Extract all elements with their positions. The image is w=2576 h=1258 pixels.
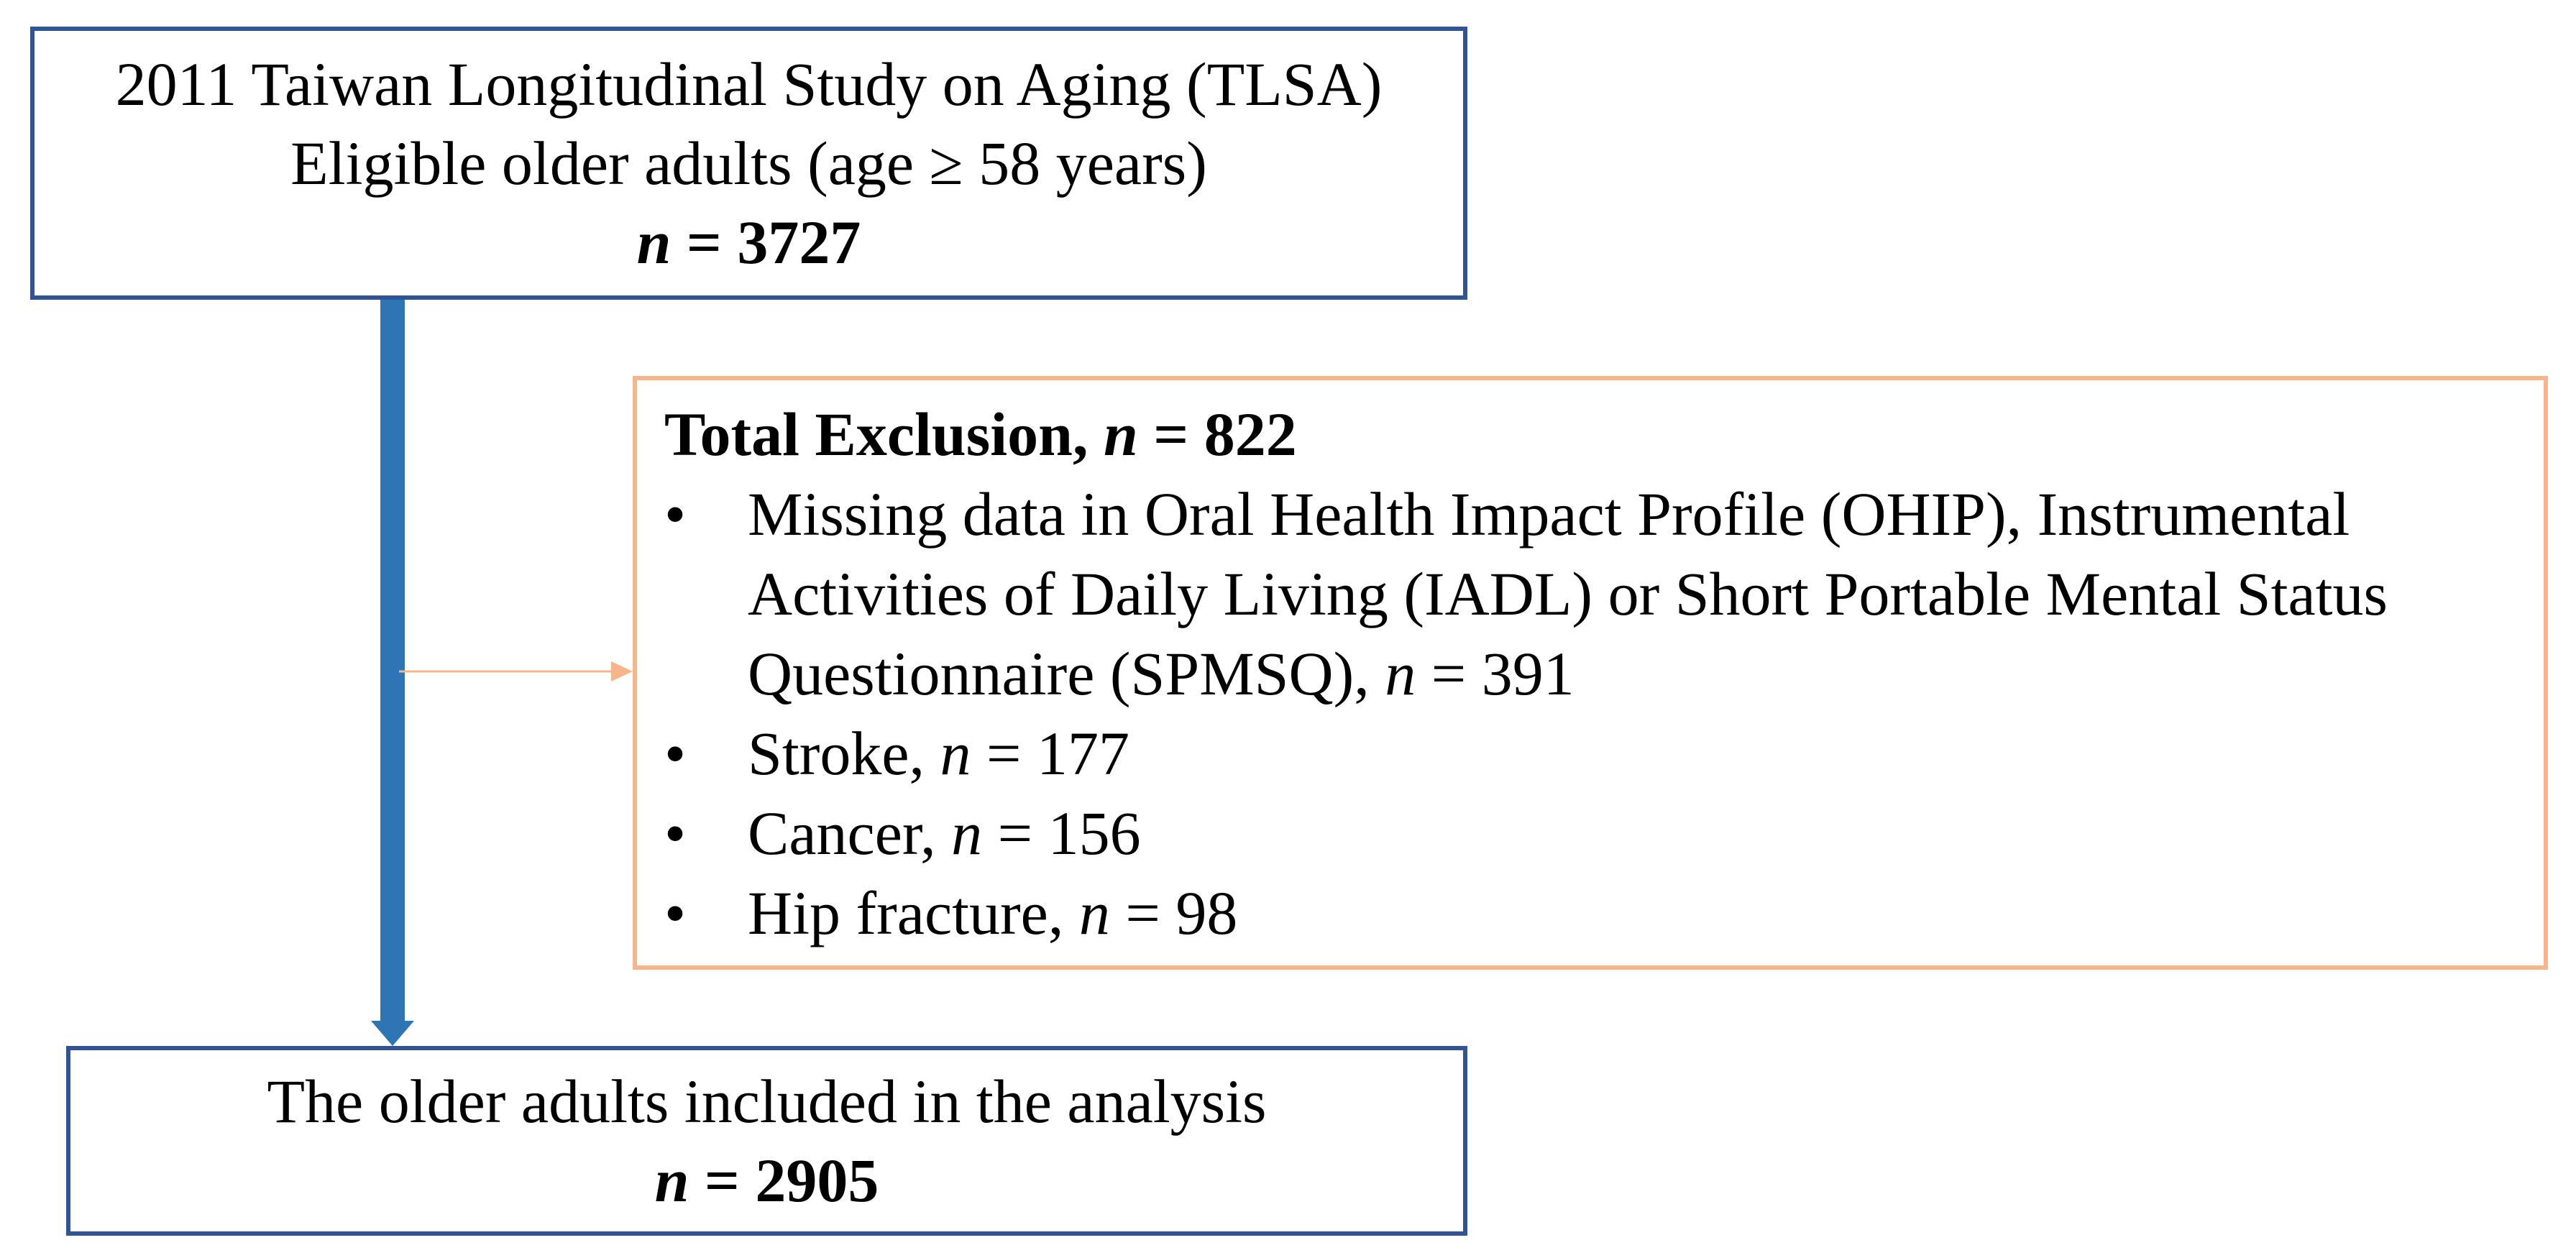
eligible-n-label: n [636, 208, 671, 277]
cancer-text: Cancer, [748, 799, 952, 868]
missing-data-line-3-text: Questionnaire (SPMSQ), [748, 639, 1385, 708]
exclusion-item-cancer: • Cancer, n = 156 [664, 794, 2522, 873]
analysis-count: n = 2905 [655, 1141, 879, 1220]
bullet-icon: • [664, 799, 687, 868]
stroke-n-label: n [940, 719, 971, 788]
eligibility-criteria: Eligible older adults (age ≥ 58 years) [290, 129, 1207, 198]
missing-data-n-label: n [1385, 639, 1416, 708]
exclusion-item-missing-data: • Missing data in Oral Health Impact Pro… [664, 474, 2522, 714]
bullet-icon: • [664, 719, 687, 788]
missing-data-line-1: Missing data in Oral Health Impact Profi… [748, 479, 2350, 548]
hip-fracture-text: Hip fracture, [748, 878, 1079, 947]
bullet-icon: • [664, 878, 687, 947]
eligible-population-box: 2011 Taiwan Longitudinal Study on Aging … [30, 27, 1467, 300]
analysis-sample-label: The older adults included in the analysi… [267, 1067, 1267, 1136]
study-title: 2011 Taiwan Longitudinal Study on Aging … [115, 50, 1383, 119]
exclusion-n-value: = 822 [1137, 400, 1297, 469]
hip-fracture-n-value: = 98 [1109, 878, 1238, 947]
missing-data-n-value: = 391 [1416, 639, 1575, 708]
stroke-text: Stroke, [748, 719, 940, 788]
analysis-n-label: n [654, 1146, 689, 1215]
eligible-count: n = 3727 [637, 203, 861, 282]
missing-data-line-3: Questionnaire (SPMSQ), n = 391 [748, 634, 2522, 714]
exclusion-title-text: Total Exclusion, [664, 400, 1104, 469]
analysis-n-value: = 2905 [689, 1146, 879, 1215]
cancer-n-value: = 156 [982, 799, 1141, 868]
exclusion-title: Total Exclusion, n = 822 [664, 395, 2522, 474]
stroke-n-value: = 177 [971, 719, 1130, 788]
main-flow-arrowhead [371, 1021, 414, 1046]
exclusion-reasons-list: • Missing data in Oral Health Impact Pro… [664, 474, 2522, 953]
exclusion-n-label: n [1103, 400, 1138, 469]
eligible-n-value: = 3727 [671, 208, 861, 277]
exclusion-item-hip-fracture: • Hip fracture, n = 98 [664, 873, 2522, 953]
exclusion-box: Total Exclusion, n = 822 • Missing data … [633, 376, 2548, 970]
exclusion-item-stroke: • Stroke, n = 177 [664, 714, 2522, 794]
cancer-n-label: n [951, 799, 983, 868]
analysis-sample-box: The older adults included in the analysi… [66, 1046, 1467, 1236]
bullet-icon: • [664, 479, 687, 548]
exclusion-arrowhead [611, 661, 633, 681]
missing-data-line-2: Activities of Daily Living (IADL) or Sho… [748, 559, 2388, 628]
hip-fracture-n-label: n [1078, 878, 1110, 947]
